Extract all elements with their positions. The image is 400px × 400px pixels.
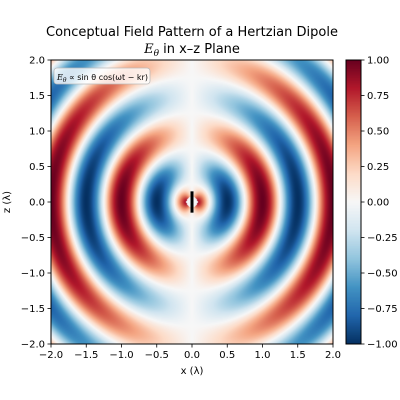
annotation-subscript: θ: [63, 77, 67, 84]
annotation-box: Eθ ∝ sin θ cos(ωt − kr): [53, 67, 151, 85]
chart-title-line2: Eθ in x–z Plane: [143, 42, 240, 59]
x-tick-label: 2.0: [325, 350, 341, 361]
colorbar-tick-label: 0.00: [367, 198, 389, 209]
colorbar-tick-label: 0.50: [367, 127, 389, 138]
y-axis-label: z (λ): [2, 191, 13, 213]
y-tick-label: −1.5: [21, 304, 45, 315]
colorbar-tick-label: 0.75: [367, 91, 389, 102]
y-tick-label: −2.0: [21, 340, 45, 351]
y-tick-label: 1.0: [29, 127, 45, 138]
x-axis-ticks: −2.0 −1.5 −1.0 −0.5 0.0 0.5 1.0 1.5 2.0: [39, 344, 341, 361]
y-tick-label: −1.0: [21, 269, 45, 280]
x-tick-label: −2.0: [39, 350, 63, 361]
y-axis-ticks: 2.0 1.5 1.0 0.5 0.0 −0.5 −1.0 −1.5 −2.0: [21, 56, 51, 351]
colorbar-tick-label: −0.50: [367, 269, 398, 280]
y-tick-label: −0.5: [21, 233, 45, 244]
y-tick-label: 2.0: [29, 56, 45, 67]
colorbar-tick-label: −0.25: [367, 233, 398, 244]
y-tick-label: 0.0: [29, 198, 45, 209]
colorbar-ticks: 1.00 0.75 0.50 0.25 0.00 −0.25 −0.50 −0.75 −1.00: [361, 56, 398, 351]
x-tick-label: 1.5: [290, 350, 306, 361]
y-tick-label: 1.5: [29, 91, 45, 102]
colorbar-tick-label: 0.25: [367, 162, 389, 173]
x-tick-label: −1.0: [109, 350, 133, 361]
title-rest: in x–z Plane: [159, 42, 240, 57]
chart-title-line1: Conceptual Field Pattern of a Hertzian D…: [46, 25, 338, 40]
x-tick-label: 0.5: [219, 350, 235, 361]
colorbar-gradient: [346, 60, 361, 344]
title-symbol: E: [143, 42, 154, 57]
x-tick-label: 1.0: [255, 350, 271, 361]
annotation-text: Eθ ∝ sin θ cos(ωt − kr): [56, 73, 148, 84]
colorbar-tick-label: −0.75: [367, 304, 398, 315]
colorbar-tick-label: 1.00: [367, 56, 389, 67]
x-tick-label: 0.0: [184, 350, 200, 361]
x-tick-label: −0.5: [145, 350, 169, 361]
y-tick-label: 0.5: [29, 162, 45, 173]
annotation-rest: ∝ sin θ cos(ωt − kr): [66, 73, 148, 82]
title-subscript: θ: [154, 49, 160, 59]
x-axis-label: x (λ): [181, 366, 204, 377]
colorbar-frame: [345, 59, 362, 345]
colorbar-tick-label: −1.00: [367, 340, 398, 351]
annotation-frame: [53, 67, 151, 85]
x-tick-label: −1.5: [74, 350, 98, 361]
annotation-symbol: E: [56, 73, 63, 82]
